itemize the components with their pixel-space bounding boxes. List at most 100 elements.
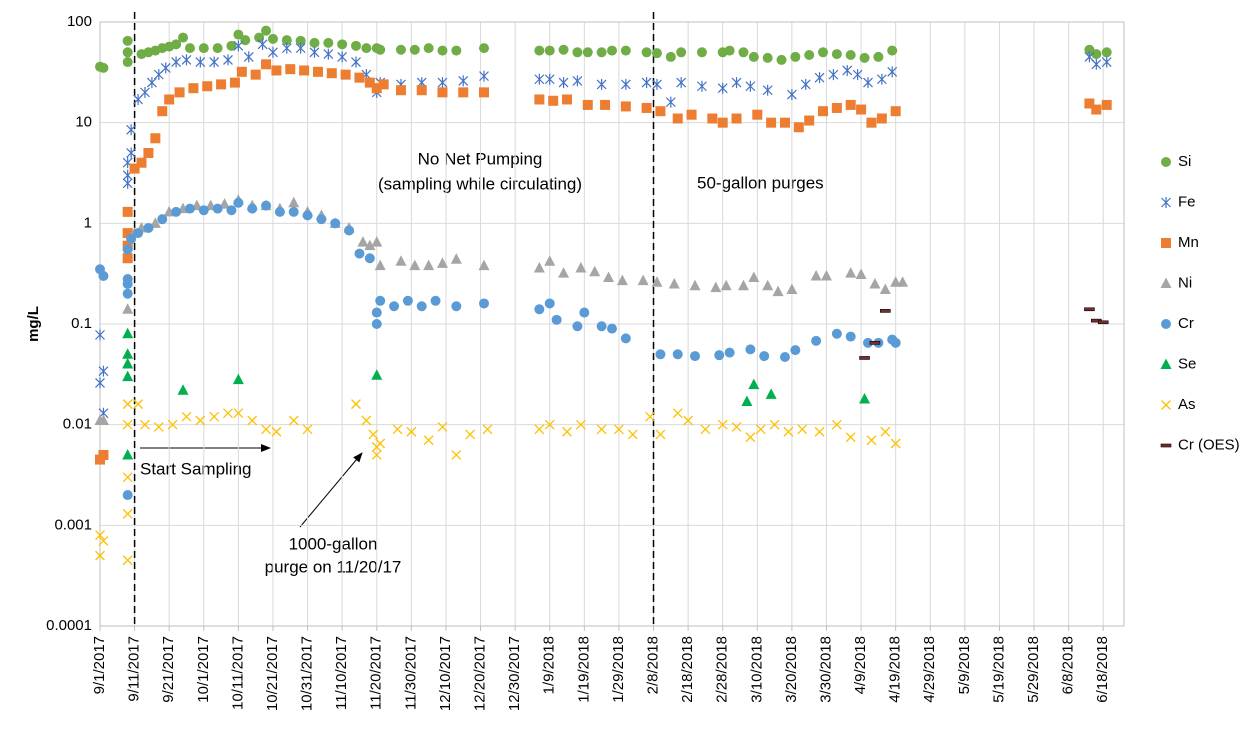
data-point bbox=[351, 399, 361, 410]
x-tick-label: 10/21/2017 bbox=[264, 636, 281, 711]
data-point bbox=[122, 419, 133, 430]
data-point bbox=[146, 77, 157, 89]
data-point bbox=[288, 196, 300, 208]
data-point bbox=[620, 333, 631, 344]
data-point bbox=[458, 87, 469, 98]
data-point bbox=[195, 56, 206, 68]
data-point bbox=[745, 80, 756, 92]
data-point bbox=[645, 411, 656, 422]
data-point bbox=[288, 415, 299, 426]
data-point bbox=[150, 133, 161, 144]
data-point bbox=[437, 421, 448, 432]
legend-marker bbox=[1161, 157, 1171, 167]
data-point bbox=[143, 222, 154, 233]
data-point bbox=[603, 271, 615, 282]
data-point bbox=[302, 210, 313, 221]
data-point bbox=[544, 255, 556, 266]
x-tick-label: 1/19/2018 bbox=[575, 636, 592, 703]
data-point bbox=[562, 426, 572, 437]
data-point bbox=[534, 424, 545, 435]
data-point bbox=[845, 50, 856, 61]
x-tick-label: 12/10/2017 bbox=[437, 636, 454, 711]
data-point bbox=[724, 347, 735, 358]
legend-label: Se bbox=[1178, 355, 1196, 372]
data-point bbox=[689, 279, 701, 291]
data-point bbox=[873, 51, 884, 62]
data-point bbox=[250, 69, 261, 80]
data-point bbox=[845, 432, 856, 443]
data-point bbox=[690, 351, 701, 362]
data-point bbox=[766, 117, 777, 128]
data-point bbox=[195, 415, 206, 426]
data-point bbox=[395, 44, 406, 55]
data-point bbox=[1101, 47, 1112, 58]
y-tick-label: 0.1 bbox=[71, 315, 92, 332]
data-point bbox=[572, 47, 583, 58]
data-point bbox=[482, 424, 493, 435]
data-point bbox=[188, 83, 199, 94]
data-point bbox=[437, 87, 448, 98]
data-point bbox=[804, 115, 815, 126]
data-point bbox=[607, 323, 617, 334]
data-point bbox=[122, 244, 133, 255]
data-point bbox=[129, 163, 140, 174]
data-point bbox=[326, 68, 337, 79]
data-point bbox=[575, 261, 587, 273]
data-point bbox=[181, 411, 192, 422]
data-point bbox=[281, 42, 292, 54]
x-tick-label: 2/28/2018 bbox=[714, 636, 731, 703]
data-point bbox=[302, 424, 313, 435]
data-point bbox=[254, 32, 265, 43]
data-point bbox=[98, 365, 109, 377]
data-point bbox=[890, 106, 901, 117]
data-point bbox=[209, 411, 220, 422]
data-point bbox=[582, 47, 593, 58]
data-point bbox=[859, 356, 870, 360]
data-point bbox=[423, 435, 434, 446]
y-tick-label: 0.001 bbox=[54, 516, 92, 533]
data-point bbox=[288, 206, 299, 217]
legend-label: Cr (OES) bbox=[1178, 436, 1240, 453]
data-point bbox=[364, 239, 376, 251]
data-point bbox=[575, 419, 586, 430]
data-point bbox=[243, 51, 254, 63]
data-point bbox=[856, 104, 867, 115]
data-point bbox=[1084, 307, 1095, 312]
data-point bbox=[717, 117, 728, 128]
data-point bbox=[1101, 56, 1112, 68]
data-point bbox=[371, 319, 382, 329]
data-point bbox=[371, 236, 383, 247]
data-point bbox=[707, 113, 718, 124]
data-point bbox=[697, 80, 707, 92]
data-point bbox=[572, 75, 583, 87]
data-point bbox=[655, 349, 666, 360]
data-point bbox=[236, 66, 247, 77]
x-tick-label: 2/8/2018 bbox=[644, 636, 661, 694]
data-point bbox=[748, 271, 760, 282]
data-point bbox=[357, 236, 369, 247]
data-point bbox=[769, 419, 780, 430]
legend-marker bbox=[1161, 319, 1171, 329]
data-point bbox=[309, 46, 320, 58]
data-point bbox=[361, 415, 372, 426]
data-point bbox=[748, 378, 760, 390]
data-point bbox=[171, 56, 182, 68]
data-point bbox=[852, 69, 863, 81]
data-point bbox=[351, 56, 361, 68]
data-point bbox=[458, 75, 469, 87]
data-point bbox=[869, 341, 881, 345]
data-point bbox=[233, 29, 244, 40]
data-point bbox=[299, 65, 310, 76]
data-point bbox=[312, 66, 323, 77]
data-point bbox=[845, 331, 856, 342]
data-point bbox=[616, 274, 628, 286]
y-axis-label: mg/L bbox=[25, 306, 42, 342]
data-point bbox=[122, 348, 134, 359]
data-point bbox=[316, 214, 327, 225]
data-point bbox=[212, 203, 223, 214]
legend-label: As bbox=[1178, 396, 1196, 413]
x-tick-label: 12/30/2017 bbox=[506, 636, 523, 711]
data-point bbox=[1091, 58, 1102, 70]
data-point bbox=[696, 47, 707, 58]
data-point bbox=[330, 218, 341, 229]
